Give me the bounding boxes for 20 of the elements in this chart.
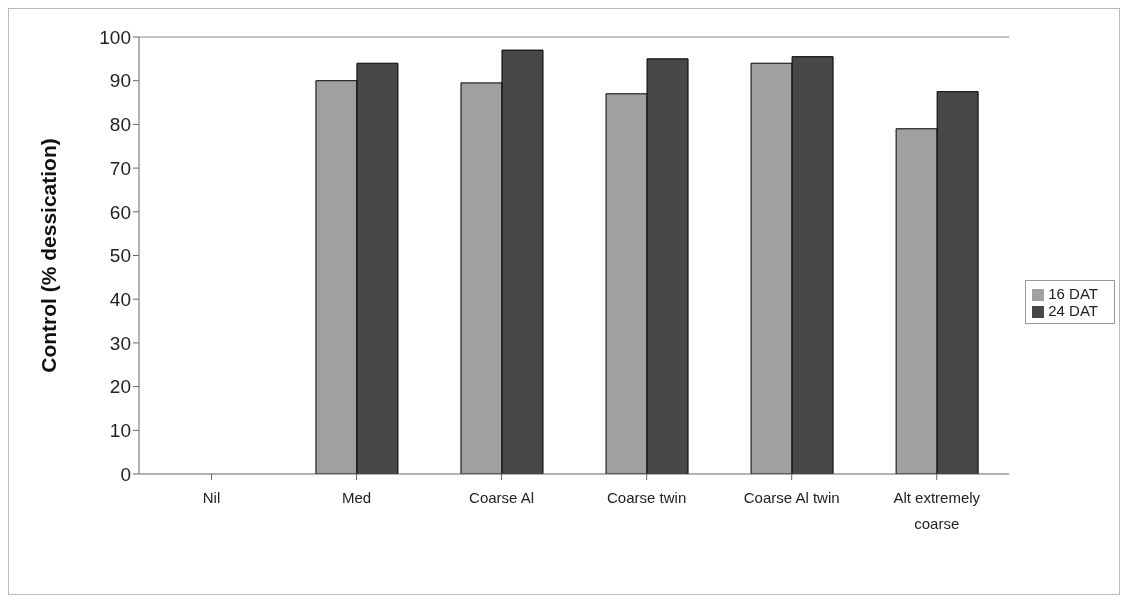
x-tick-label: Coarse twin bbox=[607, 488, 687, 506]
x-tick-label: Coarse Al bbox=[469, 488, 535, 506]
y-tick-label: 70 bbox=[109, 157, 131, 179]
y-tick-label: 30 bbox=[109, 332, 131, 354]
y-tick-label: 100 bbox=[99, 26, 131, 48]
x-tick-label: Coarse Al twin bbox=[743, 488, 840, 506]
legend-label: 24 DAT bbox=[1048, 301, 1098, 319]
x-tick-label: Nil bbox=[202, 488, 221, 506]
y-axis-title: Control (% dessication) bbox=[37, 138, 61, 373]
y-tick-label: 40 bbox=[109, 288, 131, 310]
y-tick-label: 50 bbox=[109, 245, 131, 267]
y-tick-label: 80 bbox=[109, 114, 131, 136]
x-tick-label: Alt extremely coarse bbox=[893, 488, 981, 532]
legend-label: 16 DAT bbox=[1048, 284, 1098, 302]
y-tick-label: 90 bbox=[109, 70, 131, 92]
y-tick-label: 20 bbox=[109, 376, 131, 398]
y-tick-label: 0 bbox=[120, 463, 131, 485]
x-tick-label: Med bbox=[341, 488, 372, 506]
y-tick-label: 60 bbox=[109, 201, 131, 223]
y-tick-label: 10 bbox=[109, 420, 131, 442]
